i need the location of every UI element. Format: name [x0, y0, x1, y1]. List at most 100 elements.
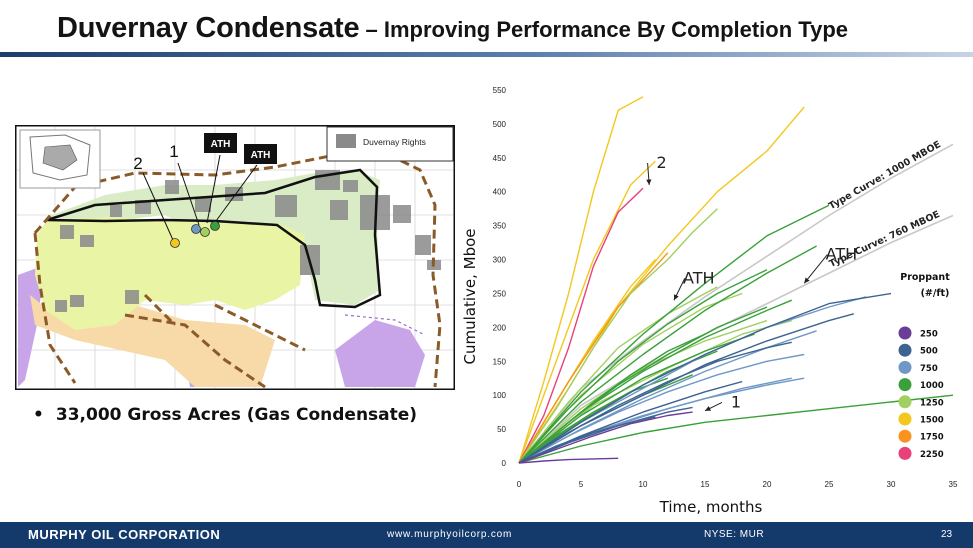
legend-swatch-2250: [898, 446, 912, 460]
series-line-0: [518, 96, 644, 464]
legend-label-1750: 1750: [920, 433, 944, 443]
y-tick-label-1: 50: [497, 425, 506, 434]
acreage-map: Duvernay Rights ATH ATH 1 2: [15, 125, 455, 390]
page-number: 23: [941, 529, 953, 540]
series-line-5: [518, 187, 644, 464]
bullet-symbol: •: [33, 405, 44, 425]
annotation-arrowhead-0: [646, 179, 652, 185]
purple-zone-left: [18, 265, 45, 387]
rights-legend-label: Duvernay Rights: [363, 137, 426, 147]
title-sub: Improving Performance By Completion Type: [383, 17, 848, 42]
legend-swatch-1750: [898, 429, 912, 443]
company-name: MURPHY OIL CORPORATION: [28, 527, 221, 542]
website-link[interactable]: www.murphyoilcorp.com: [387, 529, 513, 540]
series-line-18: [518, 333, 706, 464]
series-line-12: [518, 204, 830, 464]
type-curve-line-1: [518, 214, 954, 464]
series-line-34: [518, 411, 693, 464]
y-tick-label-11: 550: [493, 86, 507, 95]
title-main: Duvernay Condensate: [57, 12, 360, 44]
y-tick-label-2: 100: [493, 391, 507, 400]
y-tick-label-8: 400: [493, 188, 507, 197]
ath-label-left: ATH: [204, 133, 237, 153]
series-line-13: [518, 245, 817, 464]
inset-locator-map: [19, 129, 101, 189]
series-line-1: [518, 160, 656, 464]
dashed-boundary: [33, 151, 442, 389]
page-title: Duvernay Condensate – Improving Performa…: [57, 12, 848, 45]
y-tick-label-0: 0: [502, 459, 507, 468]
series-line-14: [518, 269, 768, 464]
legend-label-2250: 2250: [920, 450, 944, 460]
well-label-1: 1: [169, 142, 178, 161]
annotation-arrowhead-2: [804, 277, 810, 284]
y-tick-label-10: 500: [493, 120, 507, 129]
title-dash: –: [359, 17, 384, 42]
series-line-33: [518, 416, 656, 464]
ath-right-text: ATH: [251, 150, 271, 161]
legend-label-750: 750: [920, 364, 938, 374]
y-axis-label: Cumulative, Mboe: [461, 228, 479, 364]
series-line-6: [518, 252, 669, 464]
annotation-arrow-2: [803, 254, 828, 284]
ath-left-text: ATH: [211, 139, 231, 150]
legend-swatch-750: [898, 360, 912, 374]
well-marker-ath-a: [200, 227, 210, 237]
series-layer: [518, 96, 954, 464]
y-tick-label-6: 300: [493, 256, 507, 265]
x-tick-label-0: 0: [517, 480, 522, 489]
legend-swatch-250: [898, 326, 912, 340]
legend-swatch-1000: [898, 378, 912, 392]
legend-label-500: 500: [920, 347, 938, 357]
type-curve-line-0: [518, 143, 954, 464]
legend-label-1250: 1250: [920, 398, 944, 408]
ath-label-right: ATH: [244, 144, 277, 164]
x-axis-label: Time, months: [659, 498, 763, 516]
series-line-8: [518, 286, 718, 464]
x-tick-label-6: 30: [887, 480, 896, 489]
well-marker-ath-b: [210, 221, 220, 231]
well-marker-1: [191, 224, 201, 234]
x-tick-label-4: 20: [763, 480, 772, 489]
series-line-10: [518, 319, 768, 464]
type-curve-label-0: Type Curve: 1000 MBOE: [827, 139, 943, 212]
series-line-30: [518, 341, 792, 464]
x-tick-label-5: 25: [825, 480, 834, 489]
legend-swatch-1250: [898, 395, 912, 409]
legend-title-line-2: (#/ft): [921, 288, 950, 299]
series-line-28: [518, 292, 892, 464]
chart-annotation-1: ATH: [683, 268, 715, 287]
series-line-22: [518, 394, 954, 464]
annotation-arrowhead-3: [705, 406, 711, 411]
series-line-25: [518, 353, 805, 464]
axis-layer: 0 50 100 150 200 250 300 350 400 450 500 550 0 5 10 15 2…: [461, 86, 958, 516]
proppant-legend: Proppant (#/ft) 250 500 750 1000 1250 1500 1750 2…: [898, 272, 950, 460]
y-tick-label-7: 350: [493, 222, 507, 231]
chart-annotation-3: 1: [731, 392, 741, 411]
legend-label-250: 250: [920, 330, 938, 340]
series-line-21: [518, 377, 669, 464]
footer-bar: MURPHY OIL CORPORATION www.murphyoilcorp…: [0, 522, 973, 548]
y-tick-label-9: 450: [493, 154, 507, 163]
y-tick-label-5: 250: [493, 289, 507, 298]
inner-boundary-line: [46, 168, 382, 309]
series-line-7: [518, 208, 718, 464]
map-legend: Duvernay Rights: [326, 126, 454, 162]
legend-title-line-1: Proppant: [900, 272, 950, 283]
legend-swatch-500: [898, 343, 912, 357]
map-leader-lines: [142, 154, 258, 241]
annotation-arrowhead-1: [674, 294, 679, 301]
legend-label-1500: 1500: [920, 416, 944, 426]
y-tick-label-3: 150: [493, 357, 507, 366]
series-line-11: [518, 319, 792, 464]
x-tick-label-1: 5: [579, 480, 584, 489]
annotation-layer: 2 ATH ATH 1: [646, 153, 857, 411]
y-tick-label-4: 200: [493, 323, 507, 332]
yellow-green-zone: [35, 217, 305, 330]
x-tick-label-7: 35: [949, 480, 958, 489]
acreage-bullet: • 33,000 Gross Acres (Gas Condensate): [33, 405, 417, 425]
legend-label-1000: 1000: [920, 381, 944, 391]
purple-zone-right: [335, 320, 425, 387]
rights-legend-swatch: [336, 134, 356, 148]
